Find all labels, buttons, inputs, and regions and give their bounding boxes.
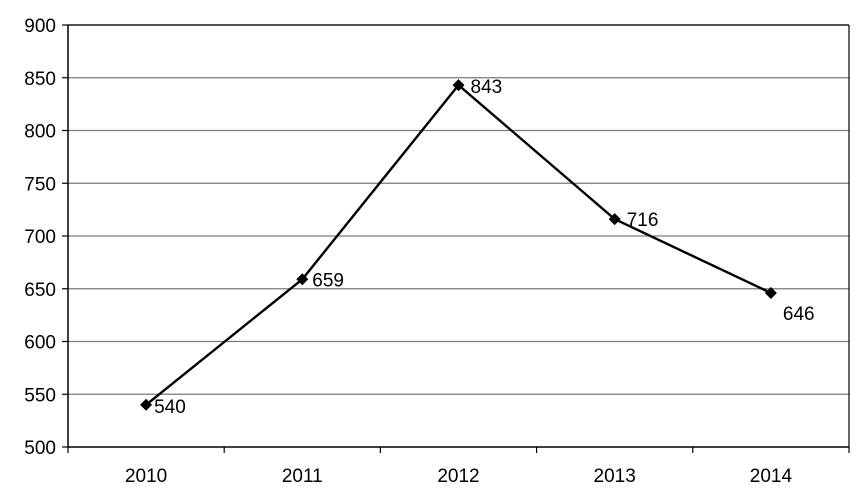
y-tick-label: 650 (24, 280, 56, 301)
data-label: 646 (783, 304, 815, 325)
series-line (140, 79, 777, 411)
gridlines (68, 24, 849, 395)
data-point-marker (296, 273, 309, 286)
y-axis: 500 550 600 650 700 750 800 850 900 (24, 16, 69, 459)
data-labels: 540 659 843 716 646 (154, 77, 815, 418)
series-polyline (145, 83, 772, 406)
data-point-marker (764, 286, 777, 299)
data-point-marker (140, 398, 153, 411)
data-point-marker (452, 79, 465, 92)
plot-area (68, 24, 850, 447)
x-tick-label: 2013 (594, 466, 636, 487)
data-point-marker (608, 213, 621, 226)
data-label: 659 (312, 270, 344, 291)
y-tick-label: 500 (24, 438, 56, 459)
x-axis: 2010 2011 2012 2013 2014 (67, 446, 850, 487)
y-tick-label: 850 (24, 69, 56, 90)
y-tick-label: 600 (24, 333, 56, 354)
y-tick-label: 800 (24, 122, 56, 143)
y-tick-label: 750 (24, 174, 56, 195)
y-tick-label: 700 (24, 227, 56, 248)
y-tick-label: 900 (24, 16, 56, 37)
y-tick-label: 550 (24, 385, 56, 406)
data-label: 540 (154, 397, 186, 418)
x-tick-label: 2010 (125, 466, 167, 487)
x-tick-label: 2012 (437, 466, 479, 487)
data-label: 843 (471, 77, 503, 98)
x-tick-label: 2011 (282, 466, 323, 487)
data-label: 716 (627, 210, 659, 231)
x-tick-label: 2014 (750, 466, 793, 487)
